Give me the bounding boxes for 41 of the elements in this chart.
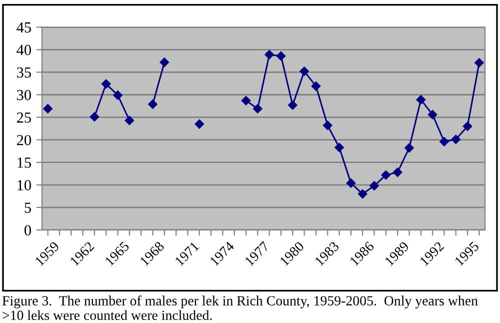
point [194, 119, 204, 129]
point [124, 116, 134, 126]
y-tick-label: 20 [16, 134, 31, 146]
caption: Figure 3. The number of males per lek in Rich County, 1959-2005. Only years when >10 leks were counted were included. [2, 296, 478, 320]
point [160, 58, 170, 67]
point [90, 112, 100, 122]
x-tick-label: 1971 [174, 241, 200, 266]
point [113, 90, 122, 100]
y-tick-label: 30 [17, 90, 31, 100]
point [451, 134, 460, 144]
point [241, 96, 251, 106]
y-tick-label: 40 [16, 44, 31, 56]
point [428, 110, 438, 120]
point [148, 100, 158, 109]
point [334, 142, 344, 152]
point [101, 79, 111, 89]
point [322, 120, 332, 130]
point [474, 58, 484, 68]
y-tick-label: 25 [16, 112, 31, 123]
point [462, 122, 472, 131]
point [404, 143, 414, 153]
y-tick-label: 15 [18, 158, 31, 168]
y-tick-label: 35 [17, 67, 31, 78]
point [288, 100, 298, 110]
point [416, 95, 426, 104]
y-tick-label: 0 [24, 225, 31, 236]
point [440, 137, 449, 146]
point [346, 178, 356, 188]
point [264, 50, 274, 60]
y-tick-label: 45 [16, 22, 31, 33]
point [43, 104, 52, 114]
point [276, 51, 286, 61]
point [311, 82, 321, 91]
y-tick-label: 10 [18, 180, 31, 190]
point [370, 181, 379, 190]
point [358, 189, 368, 199]
point [381, 170, 391, 180]
point [300, 66, 309, 76]
point [392, 168, 402, 177]
y-tick-label: 5 [24, 202, 31, 213]
point [253, 104, 262, 114]
